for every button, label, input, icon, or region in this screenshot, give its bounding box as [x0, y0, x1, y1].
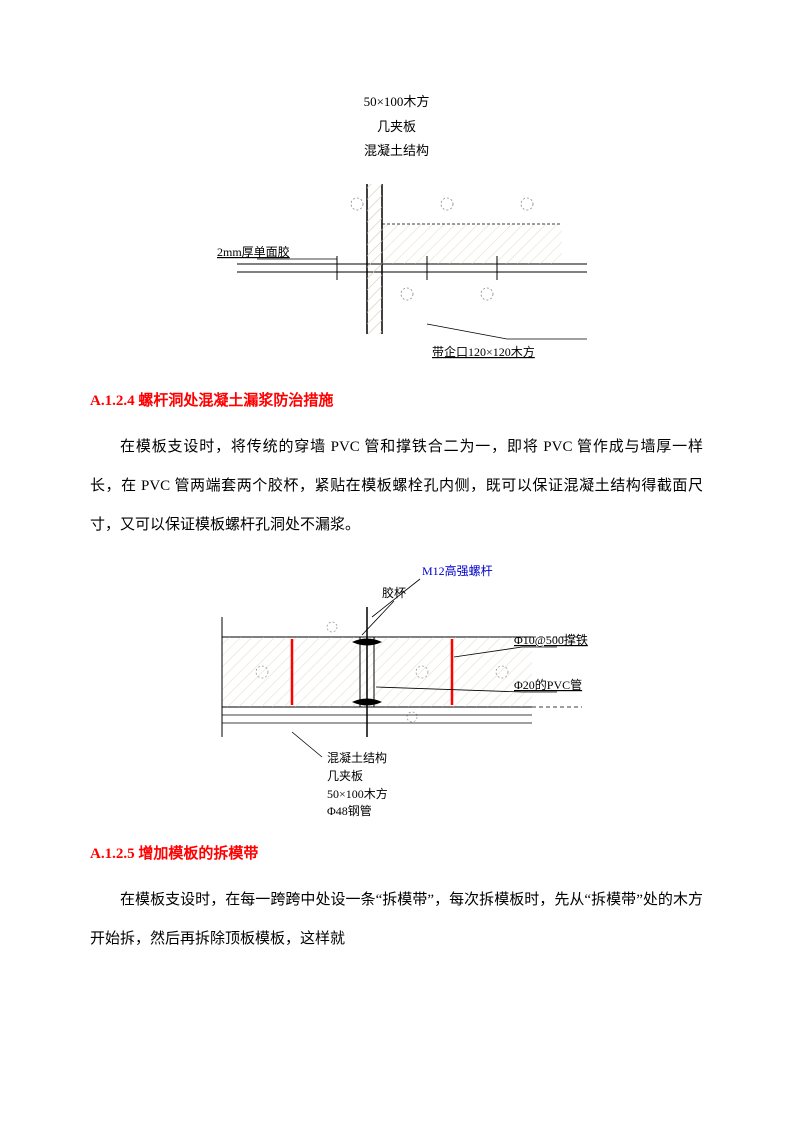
figure-1: 50×100木方 几夹板 混凝土结构: [90, 90, 703, 369]
figure-2: M12高强螺杆 胶杯 Φ1: [90, 557, 703, 822]
section2-title: 增加模板的拆模带: [138, 846, 258, 862]
fig1-svg-br-label: 带企口120×120木方: [432, 344, 535, 359]
fig2-svg-bottom1: 混凝土结构: [327, 750, 387, 765]
section-heading-2: A.1.2.5 增加模板的拆模带: [90, 842, 703, 863]
fig1-diagram: 2mm厚单面胶 带企口120×120木方: [187, 164, 607, 364]
paragraph-2: 在模板支设时，在每一跨跨中处设一条“拆模带”，每次拆模板时，先从“拆模带”处的木…: [90, 881, 703, 959]
fig1-svg-left-label: 2mm厚单面胶: [217, 244, 290, 259]
fig2-svg-top1: M12高强螺杆: [422, 563, 493, 578]
section1-number: A.1.2.4: [90, 393, 135, 409]
section1-title: 螺杆洞处混凝土漏浆防治措施: [138, 393, 333, 409]
fig1-label-top2: 几夹板: [90, 115, 703, 140]
fig1-label-top1: 50×100木方: [90, 90, 703, 115]
fig2-svg-bottom3: 50×100木方: [327, 786, 388, 801]
fig2-svg-right2: Φ20的PVC管: [514, 677, 582, 692]
fig1-label-top3: 混凝土结构: [90, 139, 703, 164]
fig2-svg-bottom2: 几夹板: [327, 769, 363, 783]
section2-number: A.1.2.5: [90, 846, 135, 862]
fig2-svg-right1: Φ10@500撑铁: [514, 632, 588, 647]
fig2-svg-bottom4: Φ48钢管: [327, 803, 372, 817]
fig2-diagram: M12高强螺杆 胶杯 Φ1: [162, 557, 632, 817]
paragraph-1: 在模板支设时，将传统的穿墙 PVC 管和撑铁合二为一，即将 PVC 管作成与墙厚…: [90, 428, 703, 545]
section-heading-1: A.1.2.4 螺杆洞处混凝土漏浆防治措施: [90, 389, 703, 410]
